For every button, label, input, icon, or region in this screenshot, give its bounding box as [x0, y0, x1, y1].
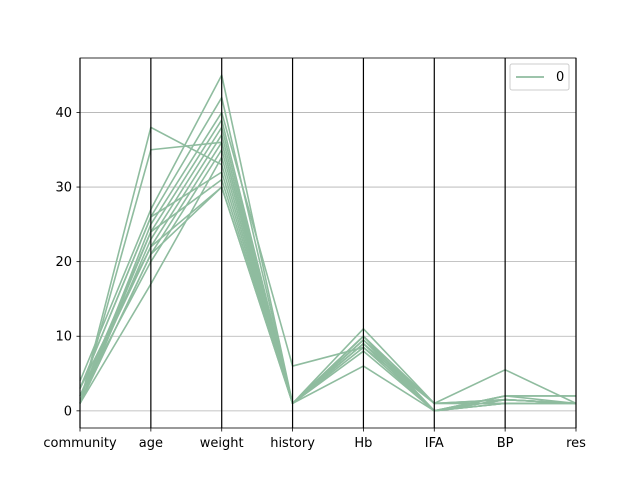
y-tick-label: 30: [55, 181, 72, 196]
y-axis: 0 10 20 30 40: [55, 106, 80, 419]
legend-entry-label: 0: [556, 70, 564, 85]
x-tick-label-community: community: [43, 436, 117, 451]
y-tick-label: 0: [64, 404, 72, 419]
x-tick-label-BP: BP: [497, 436, 514, 451]
series-line-0: [79, 171, 577, 412]
x-tick-label-res: res: [566, 436, 586, 451]
y-tick-label: 40: [55, 106, 72, 121]
x-tick-label-age: age: [139, 436, 163, 451]
series-line-0: [79, 178, 576, 405]
series-lines: [79, 74, 577, 412]
legend: 0: [509, 63, 570, 91]
plot-frame: [79, 57, 577, 429]
x-axis-labels: community age weight history Hb IFA BP res: [43, 428, 586, 451]
x-tick-label-history: history: [270, 436, 315, 451]
series-line-0: [79, 186, 577, 412]
y-tick-label: 10: [55, 330, 72, 345]
x-tick-label-Hb: Hb: [354, 436, 372, 451]
y-tick-label: 20: [55, 255, 72, 270]
x-tick-label-weight: weight: [200, 436, 244, 451]
series-line-0: [79, 186, 576, 412]
x-tick-label-IFA: IFA: [425, 436, 444, 451]
